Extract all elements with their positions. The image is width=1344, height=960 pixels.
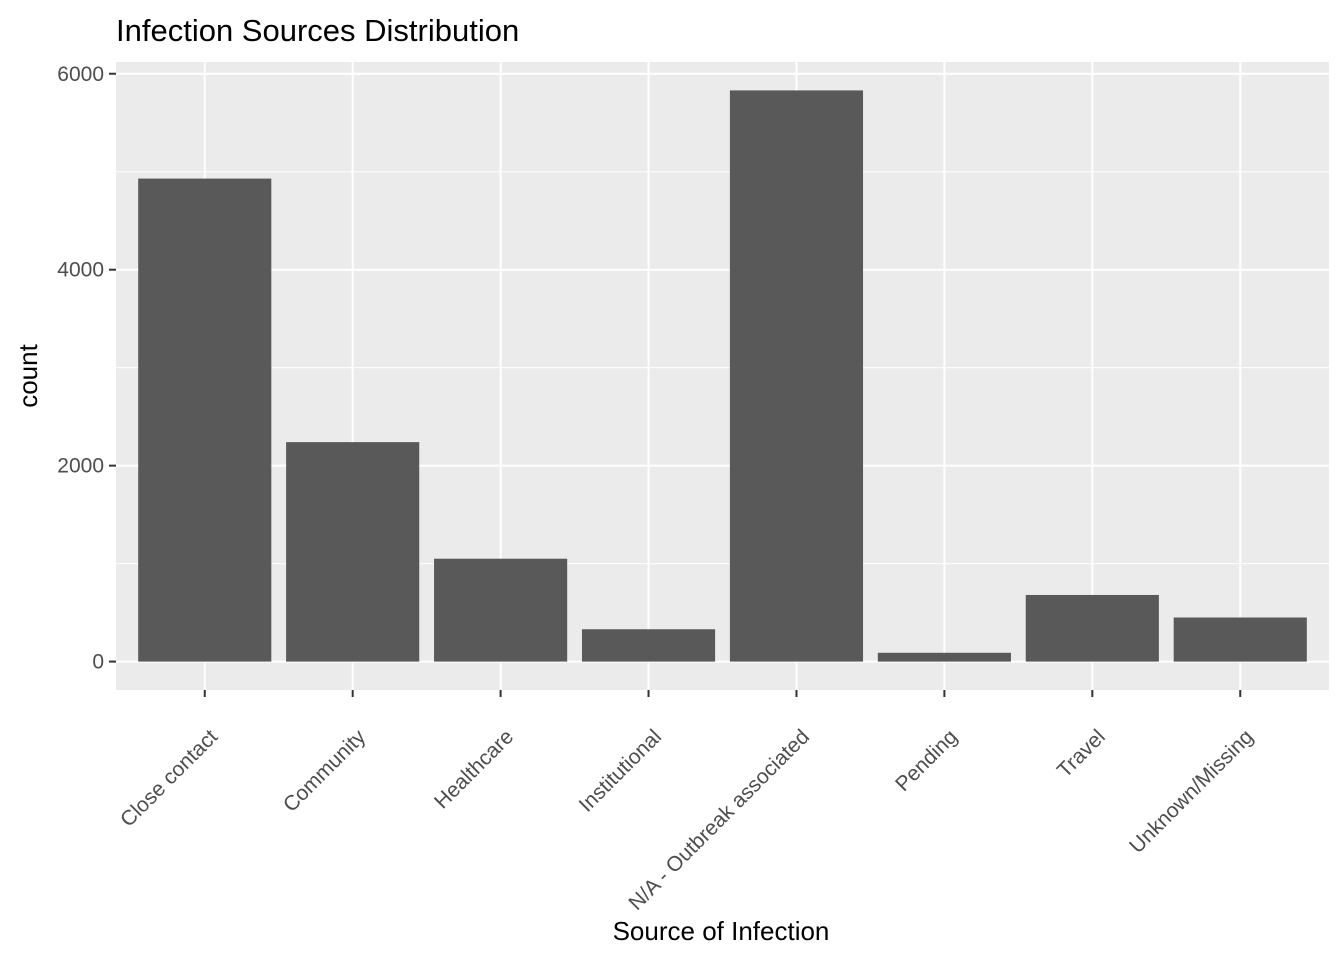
x-tick-label: Community <box>279 725 371 817</box>
x-axis-title: Source of Infection <box>613 916 830 946</box>
x-tick-label: Travel <box>1053 725 1110 782</box>
y-tick-label: 6000 <box>57 63 104 86</box>
y-axis: 0 2000 4000 6000 <box>57 63 116 674</box>
y-axis-title: count <box>13 343 43 407</box>
y-tick-label: 2000 <box>57 455 104 478</box>
y-tick-label: 0 <box>92 651 104 674</box>
x-axis: Close contact Community Healthcare Institut… <box>116 690 1258 915</box>
x-tick-label: Healthcare <box>430 725 518 813</box>
y-tick-label: 4000 <box>57 259 104 282</box>
bar <box>729 90 864 662</box>
chart-title: Infection Sources Distribution <box>116 13 519 48</box>
bar <box>581 629 716 662</box>
x-tick-label: Pending <box>891 725 962 796</box>
x-tick-label: Institutional <box>575 725 666 816</box>
bars <box>138 90 1307 662</box>
bar <box>1025 594 1159 662</box>
bar <box>138 178 272 662</box>
bar <box>1173 617 1307 662</box>
x-tick-label: Close contact <box>116 725 222 831</box>
bar <box>434 558 568 662</box>
x-tick-label: Unknown/Missing <box>1125 725 1258 858</box>
bar <box>877 652 1011 662</box>
bar <box>286 442 420 662</box>
